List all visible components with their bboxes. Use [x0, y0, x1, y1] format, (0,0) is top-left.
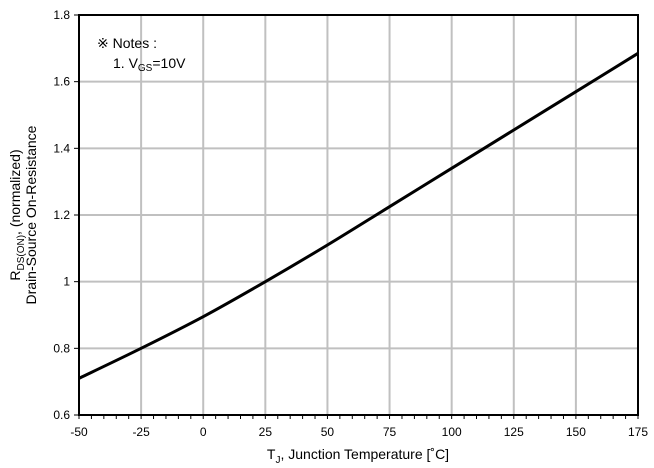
- note-1-sub: GS: [138, 63, 153, 74]
- y-axis-label-line1: RDS(ON), (normalized): [7, 149, 27, 280]
- y-axis-label-sub: DS(ON): [16, 235, 27, 271]
- x-tick-label: 150: [566, 425, 586, 439]
- x-tick-label: -25: [132, 425, 150, 439]
- x-axis-label-base: T: [267, 446, 276, 462]
- x-tick-label: 0: [200, 425, 207, 439]
- x-tick-label: 75: [383, 425, 397, 439]
- x-tick-label: 100: [442, 425, 462, 439]
- x-tick-label: 125: [504, 425, 524, 439]
- y-axis-label-base: R: [7, 271, 23, 281]
- y-tick-label: 1.8: [53, 8, 70, 22]
- y-tick-label: 1.4: [53, 141, 70, 155]
- grid: [79, 15, 638, 415]
- y-tick-label: 1: [63, 275, 70, 289]
- y-tick-label: 0.8: [53, 341, 70, 355]
- x-axis-ticks: -50 -25 0 25 50 75 100 125 150 175: [70, 415, 648, 439]
- x-axis-label-sub: J: [275, 455, 280, 466]
- x-tick-label: 50: [321, 425, 335, 439]
- x-axis-label: TJ, Junction Temperature [˚C]: [267, 446, 449, 466]
- y-axis-ticks: 0.6 0.8 1 1.2 1.4 1.6 1.8: [53, 8, 79, 422]
- y-axis-label: RDS(ON), (normalized) Drain-Source On-Re…: [7, 125, 39, 304]
- x-axis-label-rest: , Junction Temperature [˚C]: [280, 446, 449, 462]
- note-1: 1. VGS=10V: [113, 55, 186, 74]
- x-tick-label: 175: [628, 425, 648, 439]
- note-1-prefix: 1. V: [113, 55, 139, 71]
- y-axis-label-rest: , (normalized): [7, 149, 23, 235]
- series-line: [78, 52, 639, 380]
- y-tick-label: 1.2: [53, 208, 70, 222]
- notes-box: ※ Notes : 1. VGS=10V: [97, 35, 186, 74]
- y-tick-label: 0.6: [53, 408, 70, 422]
- x-tick-label: -50: [70, 425, 88, 439]
- notes-title: ※ Notes :: [97, 35, 157, 51]
- y-tick-label: 1.6: [53, 75, 70, 89]
- x-tick-label: 25: [259, 425, 273, 439]
- note-1-rest: =10V: [152, 55, 186, 71]
- y-axis-label-line2: Drain-Source On-Resistance: [23, 125, 39, 304]
